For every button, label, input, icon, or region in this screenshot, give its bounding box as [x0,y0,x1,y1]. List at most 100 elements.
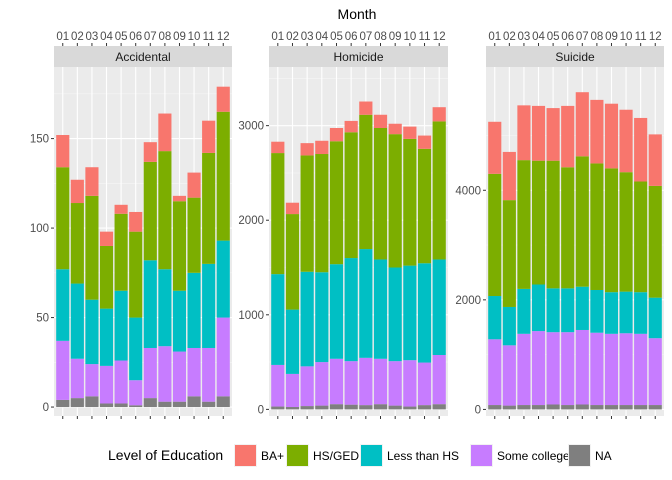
bar-segment-ba--01 [56,135,70,168]
bar-segment-some-college-03 [517,333,531,406]
bar-segment-less-than-hs-04 [315,272,329,363]
bar-segment-some-college-09 [604,333,619,406]
bar-segment-ba--06 [344,120,358,133]
x-tick-label: 02 [286,31,299,43]
bar-segment-ba--09 [388,123,402,135]
bar-segment-some-college-04 [315,362,329,406]
x-tick-label: 09 [173,31,186,43]
x-tick-label: 01 [271,31,284,43]
bar-segment-less-than-hs-12 [216,240,230,318]
x-tick-label: 06 [345,31,358,43]
facet-strip-label: Suicide [555,50,595,64]
bar-segment-hs-ged-03 [300,155,314,272]
facet-strip [269,46,448,67]
bar-segment-ba--12 [432,107,446,122]
legend-label: Some college [497,449,570,463]
facet-strip [54,46,232,67]
bar-segment-hs-ged-01 [271,153,285,275]
bar-segment-hs-ged-02 [70,203,84,284]
bar-segment-some-college-02 [502,345,516,406]
bar-segment-some-college-01 [56,340,70,400]
bar-segment-na-05 [329,404,344,410]
x-tick-label: 03 [301,31,314,43]
x-tick-label: 07 [576,31,589,43]
x-tick-label: 03 [518,31,531,43]
bar-segment-some-college-10 [619,333,633,406]
bar-segment-ba--04 [531,105,546,161]
bar-segment-na-03 [300,406,314,410]
bar-segment-ba--04 [99,231,114,246]
bar-segment-na-09 [388,405,402,410]
bar-segment-ba--01 [271,141,285,154]
bar-segment-hs-ged-08 [590,163,604,290]
bar-segment-less-than-hs-07 [143,260,157,348]
bar-segment-ba--05 [114,204,128,214]
bar-segment-na-07 [143,398,157,408]
bar-segment-hs-ged-11 [634,181,648,293]
bar-segment-na-06 [344,404,358,410]
bar-segment-ba--11 [417,135,432,149]
x-tick-label: 06 [561,31,574,43]
bar-segment-ba--06 [129,211,143,232]
bar-segment-hs-ged-10 [187,197,201,273]
bar-segment-less-than-hs-08 [373,259,388,359]
x-tick-label: 05 [547,31,560,43]
bar-segment-na-12 [216,396,230,408]
bar-segment-some-college-11 [634,333,648,406]
bar-segment-less-than-hs-04 [99,308,114,366]
bar-segment-hs-ged-09 [388,134,402,268]
bar-segment-less-than-hs-10 [403,265,417,361]
bar-segment-some-college-10 [403,360,417,407]
bar-segment-some-college-02 [285,373,300,408]
bar-segment-ba--11 [634,117,648,182]
y-tick-label: 1000 [238,310,264,322]
y-tick-label: 100 [30,223,49,235]
bar-segment-less-than-hs-09 [388,267,402,362]
bar-segment-ba--12 [216,86,230,112]
bar-segment-na-10 [403,406,417,410]
bar-segment-less-than-hs-11 [202,263,216,348]
bar-segment-some-college-09 [172,351,187,402]
y-tick-label: 0 [475,404,481,416]
bar-segment-less-than-hs-01 [271,274,285,365]
bar-segment-hs-ged-12 [216,111,230,241]
bar-segment-some-college-05 [114,360,128,404]
bar-segment-na-06 [129,405,143,408]
bar-segment-some-college-11 [202,347,216,402]
legend-swatch [235,445,256,466]
bar-segment-hs-ged-10 [619,172,633,292]
legend-label: BA+ [261,449,284,463]
bar-segment-ba--07 [575,92,589,157]
legend-title: Level of Education [108,447,223,463]
bar-segment-hs-ged-11 [417,148,432,264]
legend: Level of Education BA+ HS/GED Less than HS… [108,444,612,467]
bar-segment-some-college-12 [432,354,446,405]
bar-segment-ba--09 [172,195,187,202]
bar-segment-ba--08 [590,99,604,164]
bar-segment-hs-ged-02 [285,214,300,310]
bar-segment-na-11 [202,401,216,408]
legend-swatch [471,445,492,466]
x-tick-label: 08 [590,31,603,43]
bar-segment-na-10 [619,405,633,410]
legend-entry-ba-: BA+ [234,444,284,467]
bar-segment-hs-ged-05 [329,141,344,265]
bar-segment-hs-ged-12 [648,185,662,298]
bar-segment-ba--04 [315,140,329,155]
legend-swatch [287,445,308,466]
bar-segment-na-02 [502,405,516,410]
bar-segment-some-college-01 [488,339,502,406]
legend-entry-less-than-hs: Less than HS [360,444,459,467]
bar-segment-na-02 [285,407,300,410]
bar-segment-hs-ged-03 [517,160,531,289]
bar-segment-less-than-hs-07 [575,286,589,330]
bar-segment-hs-ged-04 [99,245,114,309]
bar-segment-some-college-07 [359,357,373,406]
bar-segment-ba--10 [187,172,201,198]
bar-segment-ba--05 [546,108,560,161]
bar-segment-ba--02 [70,179,84,204]
bar-segment-some-college-01 [271,364,285,407]
bar-segment-na-01 [56,399,70,408]
bar-segment-na-07 [359,405,373,410]
